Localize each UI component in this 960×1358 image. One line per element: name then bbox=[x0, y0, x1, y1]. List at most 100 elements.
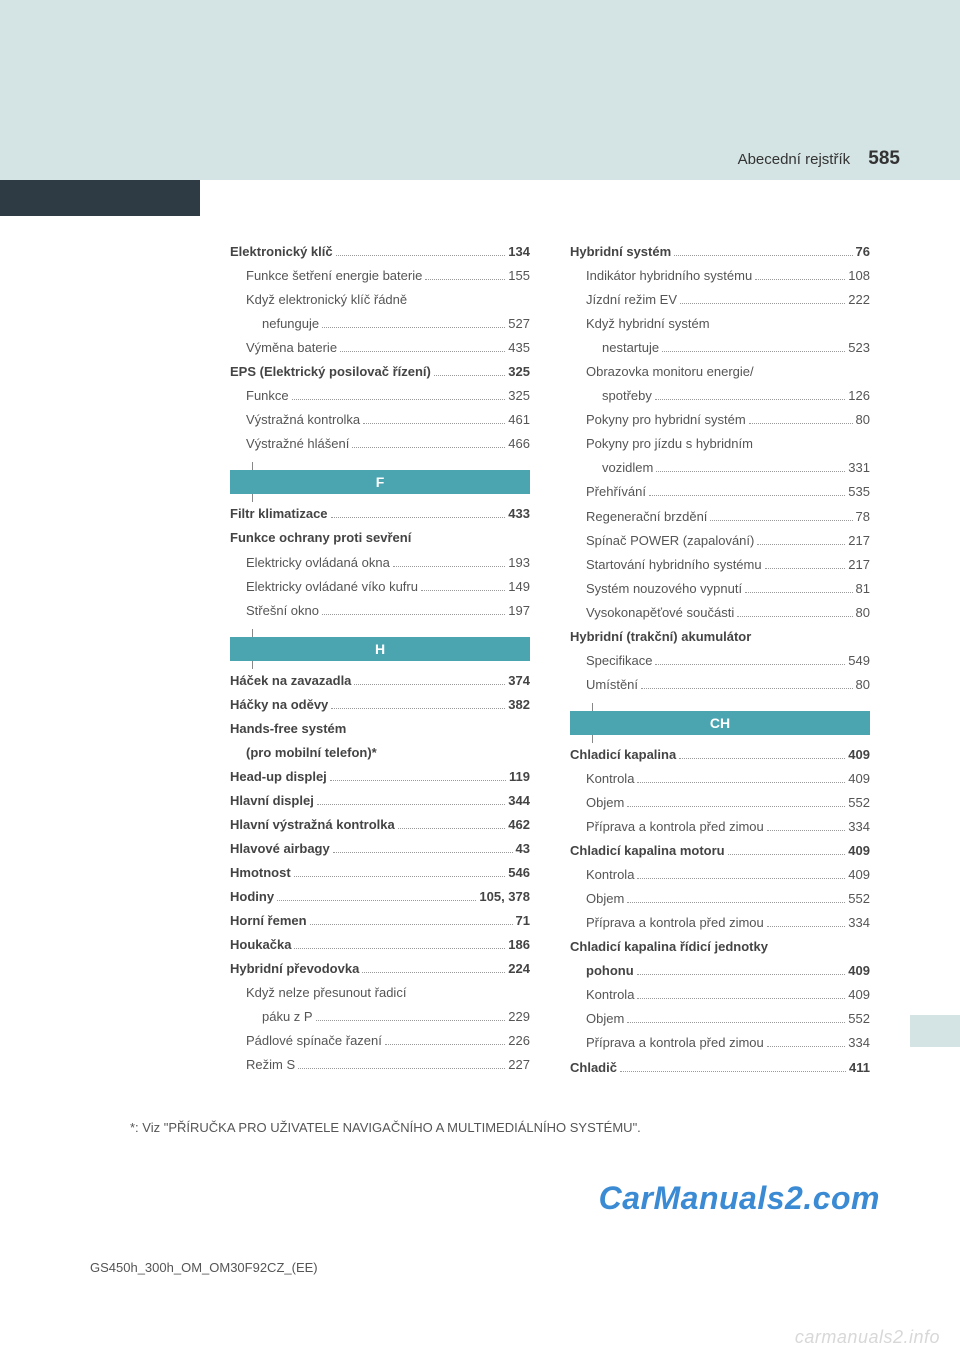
entry-page: 552 bbox=[848, 791, 870, 815]
entry-label: Výstražná kontrolka bbox=[246, 408, 360, 432]
leader-dots bbox=[294, 876, 506, 877]
entry-label: vozidlem bbox=[602, 456, 653, 480]
leader-dots bbox=[662, 351, 845, 352]
leader-dots bbox=[398, 828, 506, 829]
index-entry: Funkce šetření energie baterie 155 bbox=[230, 264, 530, 288]
entry-page: 155 bbox=[508, 264, 530, 288]
entry-page: 409 bbox=[848, 863, 870, 887]
entry-page: 229 bbox=[508, 1005, 530, 1029]
leader-dots bbox=[421, 590, 505, 591]
entry-page: 80 bbox=[856, 601, 870, 625]
entry-page: 108 bbox=[848, 264, 870, 288]
index-entry: Chladicí kapalina409 bbox=[570, 743, 870, 767]
entry-page: 76 bbox=[856, 240, 870, 264]
entry-label: Hodiny bbox=[230, 885, 274, 909]
leader-dots bbox=[710, 520, 852, 521]
top-band: Abecední rejstřík 585 bbox=[0, 0, 960, 180]
index-entry: Funkce325 bbox=[230, 384, 530, 408]
leader-dots bbox=[755, 279, 845, 280]
entry-label: Pokyny pro hybridní systém bbox=[586, 408, 746, 432]
leader-dots bbox=[354, 684, 505, 685]
leader-dots bbox=[674, 255, 852, 256]
entry-label: Vysokonapěťové součásti bbox=[586, 601, 734, 625]
entry-label: Když nelze přesunout řadicí bbox=[246, 981, 406, 1005]
entry-page: 43 bbox=[516, 837, 530, 861]
entry-page: 374 bbox=[508, 669, 530, 693]
leader-dots bbox=[294, 948, 505, 949]
index-entry: Pokyny pro jízdu s hybridním bbox=[570, 432, 870, 456]
leader-dots bbox=[649, 495, 845, 496]
entry-label: Hlavní displej bbox=[230, 789, 314, 813]
leader-dots bbox=[637, 974, 846, 975]
index-entry: Hlavní displej 344 bbox=[230, 789, 530, 813]
entry-page: 411 bbox=[849, 1056, 870, 1080]
leader-dots bbox=[655, 664, 845, 665]
entry-page: 552 bbox=[848, 887, 870, 911]
entry-label: nestartuje bbox=[602, 336, 659, 360]
leader-dots bbox=[298, 1068, 505, 1069]
entry-label: Objem bbox=[586, 791, 624, 815]
leader-dots bbox=[330, 780, 506, 781]
index-entry: Když hybridní systém bbox=[570, 312, 870, 336]
entry-label: Jízdní režim EV bbox=[586, 288, 677, 312]
entry-label: Když hybridní systém bbox=[586, 312, 710, 336]
leader-dots bbox=[352, 447, 505, 448]
entry-page: 527 bbox=[508, 312, 530, 336]
leader-dots bbox=[385, 1044, 505, 1045]
entry-label: Kontrola bbox=[586, 767, 634, 791]
leader-dots bbox=[767, 1046, 846, 1047]
leader-dots bbox=[745, 592, 852, 593]
index-entry: Indikátor hybridního systému108 bbox=[570, 264, 870, 288]
entry-label: Objem bbox=[586, 1007, 624, 1031]
index-entry: Spínač POWER (zapalování)217 bbox=[570, 529, 870, 553]
leader-dots bbox=[637, 782, 845, 783]
leader-dots bbox=[362, 972, 505, 973]
index-entry: (pro mobilní telefon)* bbox=[230, 741, 530, 765]
index-entry: Výměna baterie435 bbox=[230, 336, 530, 360]
entry-label: Příprava a kontrola před zimou bbox=[586, 911, 764, 935]
entry-label: (pro mobilní telefon)* bbox=[246, 741, 377, 765]
leader-dots bbox=[322, 327, 505, 328]
leader-dots bbox=[757, 544, 845, 545]
index-entry: Funkce ochrany proti sevření bbox=[230, 526, 530, 550]
entry-label: Režim S bbox=[246, 1053, 295, 1077]
index-entry: spotřeby126 bbox=[570, 384, 870, 408]
entry-page: 227 bbox=[508, 1053, 530, 1077]
index-entry: pohonu409 bbox=[570, 959, 870, 983]
leader-dots bbox=[620, 1071, 846, 1072]
entry-page: 409 bbox=[848, 983, 870, 1007]
index-entry: Chladicí kapalina řídicí jednotky bbox=[570, 935, 870, 959]
entry-page: 222 bbox=[848, 288, 870, 312]
index-entry: nestartuje 523 bbox=[570, 336, 870, 360]
entry-label: Když elektronický klíč řádně bbox=[246, 288, 407, 312]
leader-dots bbox=[322, 614, 505, 615]
entry-page: 523 bbox=[848, 336, 870, 360]
entry-label: Umístění bbox=[586, 673, 638, 697]
index-entry: Když elektronický klíč řádně bbox=[230, 288, 530, 312]
index-entry: Chladič411 bbox=[570, 1056, 870, 1080]
index-entry: Hybridní (trakční) akumulátor bbox=[570, 625, 870, 649]
entry-page: 409 bbox=[848, 743, 870, 767]
entry-label: Hlavní výstražná kontrolka bbox=[230, 813, 395, 837]
entry-page: 105, 378 bbox=[479, 885, 530, 909]
right-column: Hybridní systém76Indikátor hybridního sy… bbox=[570, 240, 870, 1080]
entry-page: 119 bbox=[509, 765, 530, 789]
entry-label: Chladicí kapalina řídicí jednotky bbox=[570, 935, 768, 959]
entry-page: 71 bbox=[516, 909, 530, 933]
entry-page: 334 bbox=[848, 1031, 870, 1055]
index-entry: Háček na zavazadla374 bbox=[230, 669, 530, 693]
index-entry: vozidlem331 bbox=[570, 456, 870, 480]
entry-page: 81 bbox=[856, 577, 870, 601]
entry-page: 344 bbox=[508, 789, 530, 813]
index-entry: Hybridní systém76 bbox=[570, 240, 870, 264]
section-head: H bbox=[230, 637, 530, 661]
entry-label: Specifikace bbox=[586, 649, 652, 673]
entry-label: Regenerační brzdění bbox=[586, 505, 707, 529]
entry-label: Pádlové spínače řazení bbox=[246, 1029, 382, 1053]
entry-label: páku z P bbox=[262, 1005, 313, 1029]
leader-dots bbox=[627, 806, 845, 807]
leader-dots bbox=[655, 399, 845, 400]
leader-dots bbox=[340, 351, 505, 352]
entry-label: Funkce šetření energie baterie bbox=[246, 264, 422, 288]
entry-label: Funkce bbox=[246, 384, 289, 408]
